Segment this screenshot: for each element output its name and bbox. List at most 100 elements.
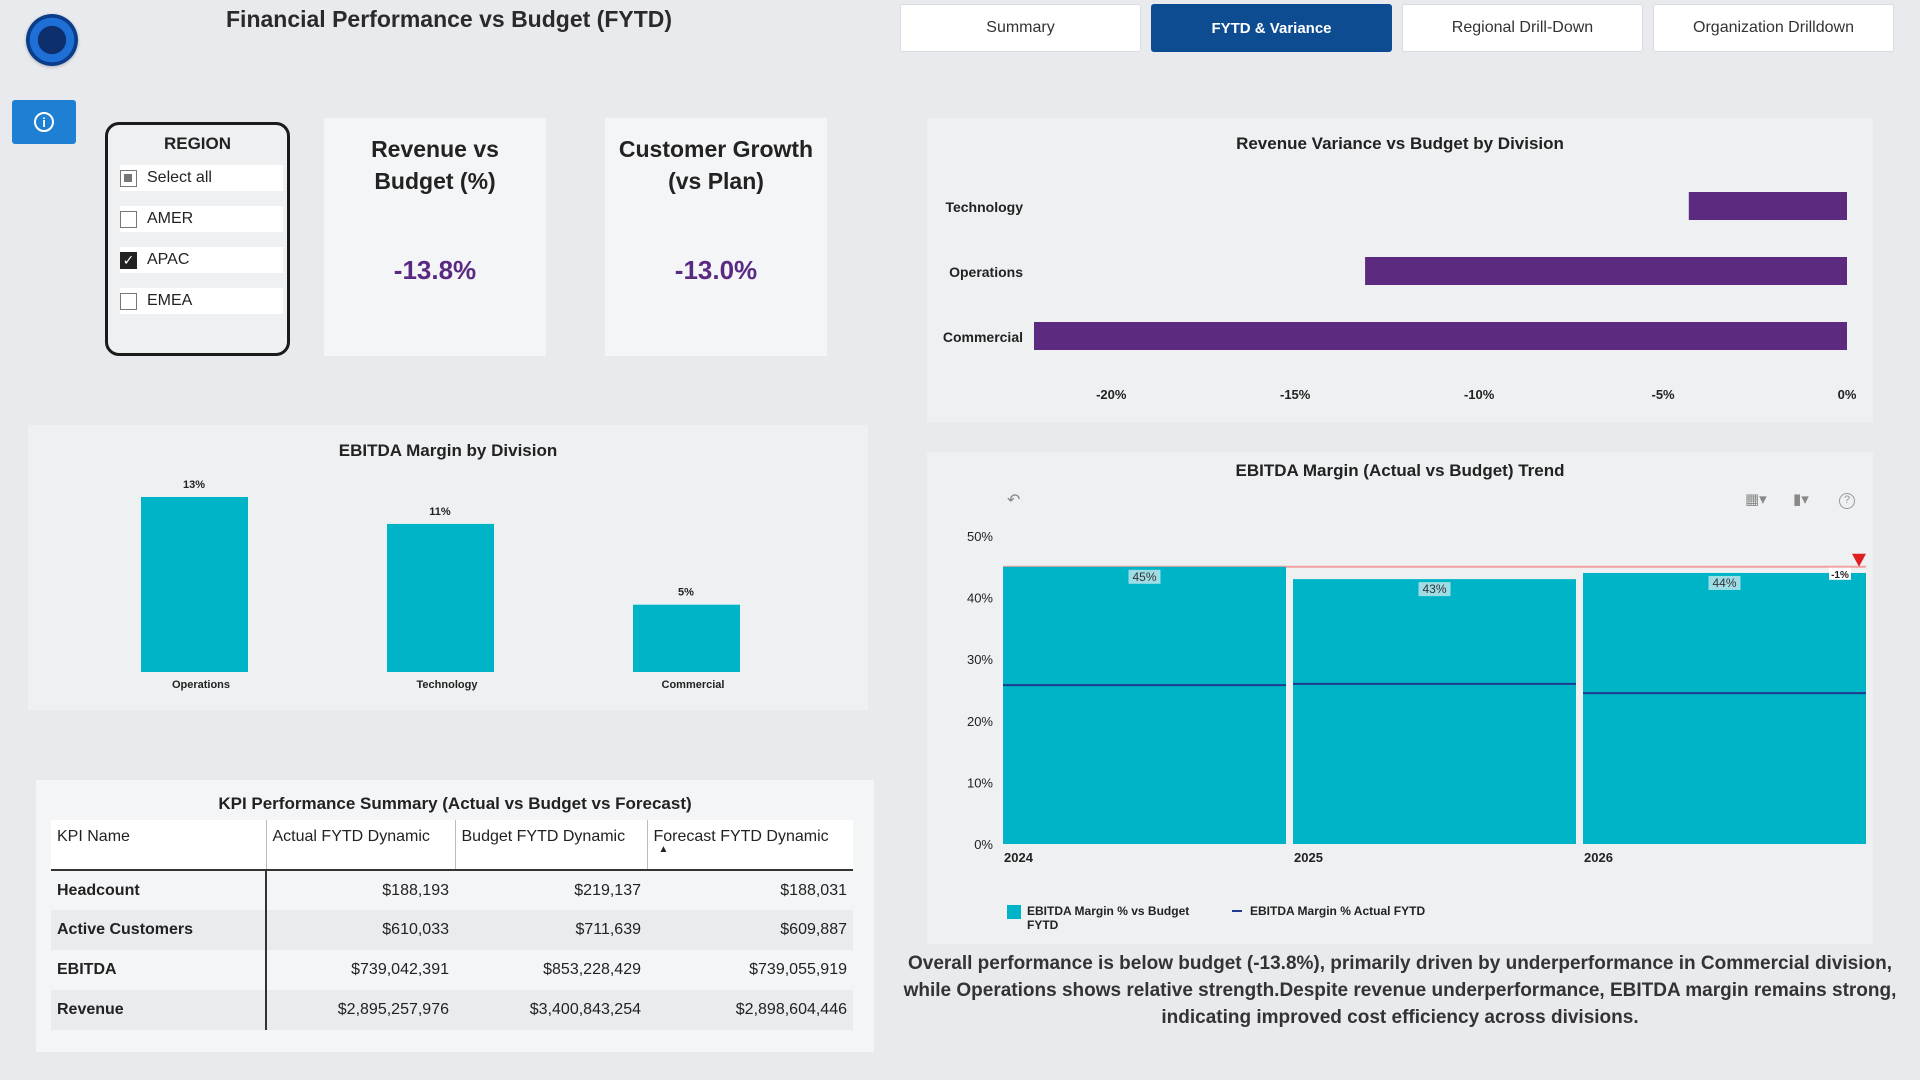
kpi-value: -13.8% — [324, 255, 546, 286]
tab-fytd-variance[interactable]: FYTD & Variance — [1151, 4, 1392, 52]
table-cell: Revenue — [51, 990, 266, 1030]
table-cell: EBITDA — [51, 950, 266, 990]
table-title: KPI Performance Summary (Actual vs Budge… — [36, 794, 874, 814]
category-label: Operations — [172, 679, 230, 691]
info-button[interactable]: i — [12, 100, 76, 144]
table-cell: $739,042,391 — [266, 950, 455, 990]
data-label: 13% — [183, 479, 205, 491]
data-label: 11% — [429, 506, 451, 518]
data-label: 5% — [678, 587, 694, 599]
legend-swatch — [1007, 905, 1021, 919]
kpi-value: -13.0% — [605, 255, 827, 286]
x-tick-label: 2026 — [1584, 850, 1613, 865]
slicer-title: REGION — [108, 134, 287, 154]
kpi-title: Revenue vs Budget (%) — [324, 133, 546, 197]
kpi-card-revenue-vs-budget: Revenue vs Budget (%) -13.8% — [324, 118, 546, 356]
category-label: Technology — [945, 199, 1023, 215]
info-icon: i — [34, 112, 54, 132]
category-label: Commercial — [662, 679, 725, 691]
bar — [1293, 579, 1576, 844]
table-cell: Active Customers — [51, 910, 266, 950]
column-header-sorted[interactable]: Forecast FYTD Dynamic▲ — [647, 820, 853, 870]
table-row: Headcount $188,193 $219,137 $188,031 — [51, 870, 853, 910]
kpi-title: Customer Growth (vs Plan) — [605, 133, 827, 197]
bar — [1034, 322, 1847, 350]
table-cell: $188,193 — [266, 870, 455, 910]
bar — [387, 524, 494, 672]
annotation-label: -1% — [1831, 570, 1849, 581]
table-cell: Headcount — [51, 870, 266, 910]
column-header[interactable]: Budget FYTD Dynamic — [455, 820, 647, 870]
bar — [1365, 257, 1847, 285]
tick-label: -15% — [1280, 387, 1311, 402]
slicer-option-amer[interactable]: AMER — [120, 206, 283, 232]
kpi-table: KPI Name Actual FYTD Dynamic Budget FYTD… — [51, 820, 853, 1030]
category-label: Commercial — [943, 329, 1023, 345]
bar — [141, 497, 248, 672]
column-header[interactable]: KPI Name — [51, 820, 266, 870]
y-tick-label: 30% — [967, 652, 993, 667]
table-cell: $219,137 — [455, 870, 647, 910]
y-tick-label: 20% — [967, 714, 993, 729]
sort-ascending-icon: ▲ — [659, 846, 848, 854]
table-row: Active Customers $610,033 $711,639 $609,… — [51, 910, 853, 950]
x-tick-label: 2025 — [1294, 850, 1323, 865]
table-cell: $3,400,843,254 — [455, 990, 647, 1030]
legend-label: EBITDA Margin % Actual FYTD — [1250, 904, 1425, 918]
data-label: 43% — [1422, 582, 1446, 596]
table-cell: $853,228,429 — [455, 950, 647, 990]
tab-summary[interactable]: Summary — [900, 4, 1141, 52]
down-triangle-icon — [1852, 554, 1866, 567]
slicer-option-label: AMER — [147, 210, 193, 228]
kpi-table-panel: KPI Performance Summary (Actual vs Budge… — [36, 780, 874, 1052]
data-label: 44% — [1712, 576, 1736, 590]
table-cell: $610,033 — [266, 910, 455, 950]
legend-swatch — [1232, 910, 1242, 912]
slicer-option-apac[interactable]: ✓ APAC — [120, 247, 283, 273]
table-cell: $739,055,919 — [647, 950, 853, 990]
table-cell: $2,898,604,446 — [647, 990, 853, 1030]
slicer-option-label: Select all — [147, 169, 212, 187]
checkbox-checked-icon[interactable]: ✓ — [120, 252, 137, 269]
bar — [1003, 567, 1286, 844]
table-cell: $188,031 — [647, 870, 853, 910]
y-tick-label: 40% — [967, 591, 993, 606]
revenue-variance-panel: Revenue Variance vs Budget by Division T… — [927, 118, 1873, 422]
bar — [1583, 573, 1866, 844]
legend-item-actual: EBITDA Margin % Actual FYTD — [1232, 904, 1425, 918]
table-row: Revenue $2,895,257,976 $3,400,843,254 $2… — [51, 990, 853, 1030]
app-logo — [26, 14, 78, 66]
table-cell: $2,895,257,976 — [266, 990, 455, 1030]
slicer-option-select-all[interactable]: Select all — [120, 165, 283, 191]
ebitda-margin-chart: 13% Operations 11% Technology 5% Commercial — [28, 425, 868, 710]
x-tick-label: 2024 — [1004, 850, 1034, 865]
legend-item-budget: EBITDA Margin % vs Budget FYTD — [1007, 904, 1207, 932]
slicer-option-label: APAC — [147, 251, 189, 269]
tick-label: -5% — [1652, 387, 1676, 402]
slicer-option-emea[interactable]: EMEA — [120, 288, 283, 314]
category-label: Operations — [949, 264, 1023, 280]
table-cell: $609,887 — [647, 910, 853, 950]
tab-regional-drill-down[interactable]: Regional Drill-Down — [1402, 4, 1643, 52]
y-tick-label: 50% — [967, 529, 993, 544]
tick-label: -10% — [1464, 387, 1495, 402]
region-slicer: REGION Select all AMER ✓ APAC EMEA — [105, 122, 290, 356]
checkbox-empty-icon[interactable] — [120, 211, 137, 228]
slicer-option-label: EMEA — [147, 292, 192, 310]
checkbox-empty-icon[interactable] — [120, 293, 137, 310]
y-tick-label: 10% — [967, 775, 993, 790]
y-tick-label: 0% — [974, 837, 993, 852]
bar — [1689, 192, 1847, 220]
ebitda-trend-chart: 0% 10% 20% 30% 40% 50% 45% 2024 43% 2025 44% 2026 -1… — [927, 452, 1873, 944]
column-header[interactable]: Actual FYTD Dynamic — [266, 820, 455, 870]
checkbox-partial-icon[interactable] — [120, 170, 137, 187]
data-label: 45% — [1132, 570, 1156, 584]
category-label: Technology — [417, 679, 479, 691]
tick-label: -20% — [1096, 387, 1127, 402]
page-title: Financial Performance vs Budget (FYTD) — [226, 6, 672, 33]
tab-organization-drilldown[interactable]: Organization Drilldown — [1653, 4, 1894, 52]
table-row: EBITDA $739,042,391 $853,228,429 $739,05… — [51, 950, 853, 990]
ebitda-trend-panel: EBITDA Margin (Actual vs Budget) Trend ↶… — [927, 452, 1873, 944]
tick-label: 0% — [1838, 387, 1857, 402]
nav-tabs: Summary FYTD & Variance Regional Drill-D… — [900, 4, 1894, 52]
